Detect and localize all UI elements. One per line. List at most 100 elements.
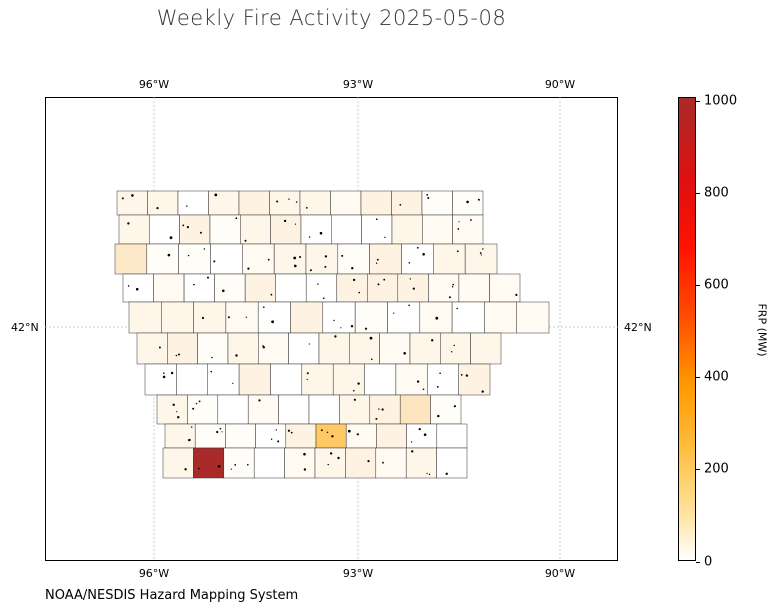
fire-detection-point bbox=[378, 408, 380, 410]
fire-detection-point bbox=[426, 194, 429, 196]
fire-detection-point bbox=[466, 200, 469, 204]
fire-detection-point bbox=[198, 467, 200, 470]
county-polygon bbox=[176, 363, 209, 396]
county-polygon bbox=[379, 332, 411, 365]
fire-detection-point bbox=[320, 429, 323, 432]
fire-detection-point bbox=[131, 194, 134, 197]
fire-detection-point bbox=[121, 197, 124, 200]
fire-detection-point bbox=[456, 307, 458, 310]
colorbar-tick-800 bbox=[696, 193, 700, 194]
county-polygon bbox=[183, 273, 215, 303]
fire-detection-point bbox=[451, 286, 454, 288]
fire-detection-point bbox=[337, 456, 340, 460]
county-polygon bbox=[178, 243, 211, 275]
fire-detection-point bbox=[382, 461, 384, 464]
county-polygon bbox=[128, 301, 162, 334]
lon-tick-top-93: 93°W bbox=[342, 78, 374, 91]
fire-detection-point bbox=[393, 312, 395, 314]
fire-detection-point bbox=[244, 239, 247, 242]
fire-detection-point bbox=[222, 289, 225, 293]
county-polygon bbox=[284, 447, 316, 479]
fire-detection-point bbox=[247, 463, 249, 466]
fire-detection-point bbox=[193, 283, 195, 286]
fire-detection-point bbox=[416, 246, 419, 249]
fire-detection-point bbox=[352, 278, 356, 282]
fire-detection-point bbox=[178, 353, 180, 356]
county-polygon bbox=[470, 332, 502, 365]
fire-detection-point bbox=[156, 207, 159, 210]
fire-detection-point bbox=[245, 316, 247, 318]
fire-detection-point bbox=[219, 427, 222, 430]
fire-detection-point bbox=[267, 258, 270, 261]
county-polygon bbox=[167, 332, 198, 365]
fire-detection-point bbox=[367, 460, 370, 463]
fire-detection-point bbox=[331, 435, 334, 438]
county-polygon bbox=[278, 394, 310, 425]
county-polygon bbox=[406, 423, 438, 449]
fire-detection-point bbox=[167, 253, 171, 257]
lon-tick-bottom-96: 96°W bbox=[138, 567, 170, 580]
fire-detection-point bbox=[158, 346, 161, 349]
fire-detection-point bbox=[170, 371, 174, 375]
fire-detection-point bbox=[458, 221, 460, 223]
fire-detection-point bbox=[381, 408, 384, 411]
source-credit: NOAA/NESDIS Hazard Mapping System bbox=[45, 588, 299, 603]
county-polygon bbox=[516, 301, 550, 334]
fire-detection-point bbox=[127, 222, 130, 225]
fire-detection-point bbox=[270, 293, 273, 296]
fire-detection-point bbox=[213, 260, 216, 263]
county-polygon bbox=[270, 214, 302, 245]
fire-detection-point bbox=[270, 438, 273, 440]
county-polygon bbox=[149, 214, 180, 245]
fire-detection-point bbox=[198, 400, 201, 403]
fire-detection-point bbox=[427, 197, 430, 199]
colorbar bbox=[678, 97, 696, 561]
county-polygon bbox=[409, 332, 441, 365]
fire-detection-point bbox=[262, 345, 264, 347]
county-polygon bbox=[464, 243, 498, 275]
fire-detection-point bbox=[351, 267, 354, 270]
county-polygon bbox=[269, 190, 301, 216]
county-polygon bbox=[285, 423, 317, 449]
fire-detection-point bbox=[480, 254, 482, 256]
fire-detection-point bbox=[294, 223, 297, 225]
county-polygon bbox=[391, 214, 423, 245]
fire-detection-point bbox=[350, 325, 354, 328]
county-polygon bbox=[405, 447, 437, 479]
county-polygon bbox=[227, 332, 259, 365]
fire-detection-point bbox=[283, 219, 287, 223]
county-polygon bbox=[270, 363, 303, 396]
county-polygon bbox=[364, 363, 397, 396]
colorbar-title: FRP (MW) bbox=[755, 303, 769, 357]
county-polygon bbox=[440, 332, 471, 365]
county-polygon bbox=[375, 447, 407, 479]
lon-tick-top-90: 90°W bbox=[544, 78, 576, 91]
fire-detection-point bbox=[357, 382, 360, 385]
fire-detection-point bbox=[324, 255, 328, 258]
fire-detection-point bbox=[356, 433, 359, 436]
fire-detection-point bbox=[306, 372, 309, 375]
fire-detection-point bbox=[482, 248, 484, 250]
fire-detection-point bbox=[201, 316, 205, 320]
fire-detection-point bbox=[217, 464, 221, 468]
county-polygon bbox=[458, 273, 490, 303]
county-polygon bbox=[315, 423, 347, 449]
county-polygon bbox=[273, 243, 307, 275]
fire-detection-point bbox=[439, 372, 441, 375]
fire-detection-point bbox=[322, 297, 325, 299]
colorbar-tick-400 bbox=[696, 377, 700, 378]
fire-detection-point bbox=[358, 291, 361, 294]
fire-detection-point bbox=[515, 293, 518, 296]
county-polygon bbox=[225, 301, 259, 334]
fire-detection-point bbox=[426, 472, 428, 474]
fire-detection-point bbox=[422, 253, 425, 256]
fire-detection-point bbox=[195, 402, 198, 405]
county-polygon bbox=[146, 243, 179, 275]
county-polygon bbox=[452, 214, 484, 245]
fire-detection-point bbox=[188, 438, 191, 442]
county-polygon bbox=[118, 214, 150, 245]
county-polygon bbox=[240, 214, 271, 245]
county-polygon bbox=[451, 301, 485, 334]
fire-detection-point bbox=[411, 450, 414, 453]
county-polygon bbox=[210, 243, 243, 275]
